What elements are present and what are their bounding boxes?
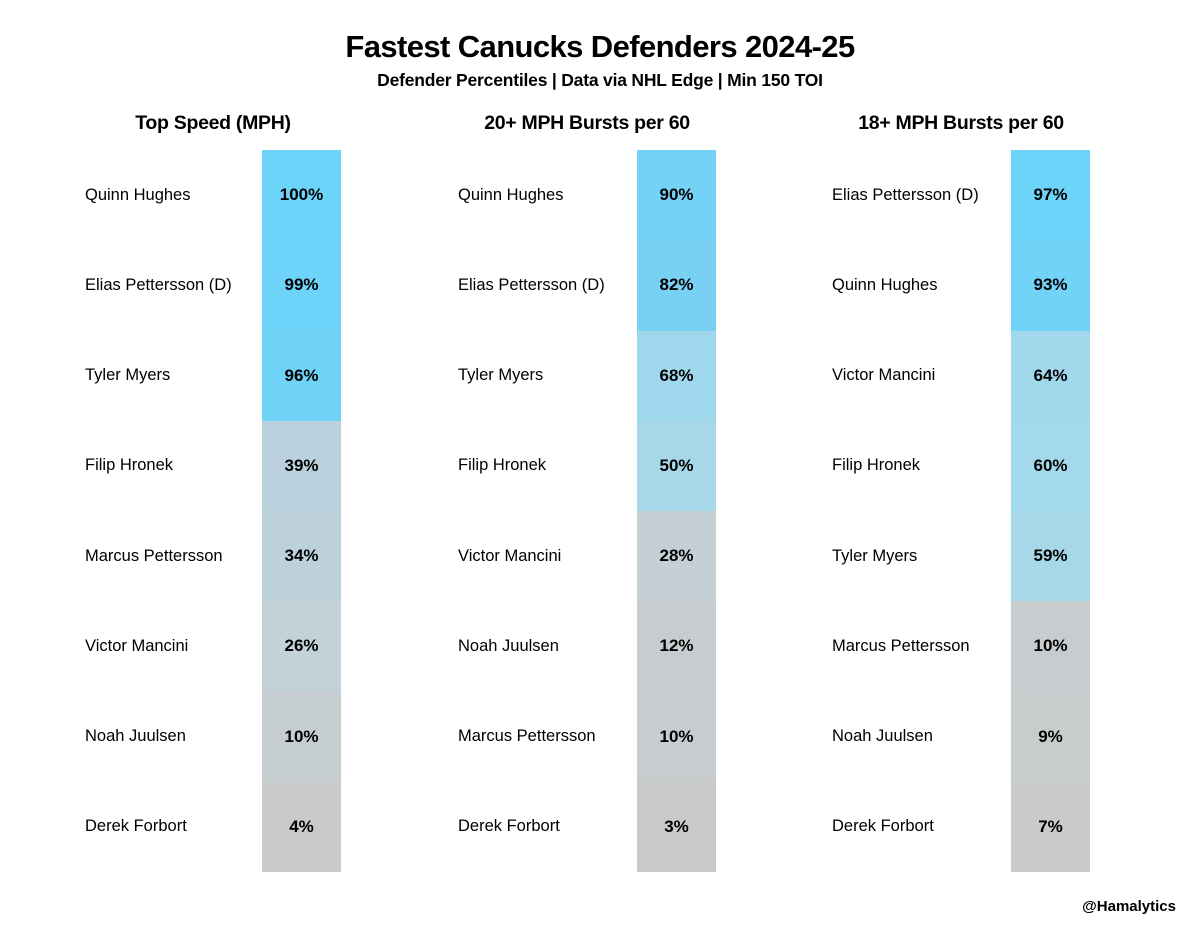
percentile-cell: 4% (262, 781, 341, 872)
player-name: Marcus Pettersson (85, 546, 223, 565)
percentile-cell: 39% (262, 420, 341, 511)
percentile-cell: 3% (637, 781, 716, 872)
percentile-cell: 93% (1011, 240, 1090, 331)
player-name: Marcus Pettersson (832, 636, 970, 655)
table-row: Marcus Pettersson 10% (458, 691, 716, 782)
player-name: Victor Mancini (832, 366, 936, 385)
percentile-cell: 68% (637, 330, 716, 421)
player-name: Derek Forbort (458, 817, 560, 836)
player-name: Victor Mancini (85, 636, 189, 655)
column-title: Top Speed (MPH) (135, 112, 291, 134)
table-row: Marcus Pettersson 10% (832, 601, 1090, 692)
percentile-cell: 9% (1011, 691, 1090, 782)
table-row: Victor Mancini 64% (832, 330, 1090, 421)
player-name: Victor Mancini (458, 546, 562, 565)
table-row: Quinn Hughes 100% (85, 150, 341, 241)
page-title: Fastest Canucks Defenders 2024-25 (345, 29, 855, 64)
table-row: Filip Hronek 39% (85, 420, 341, 511)
percentile-cell: 50% (637, 420, 716, 511)
percentile-cell: 12% (637, 601, 716, 692)
percentile-cell: 100% (262, 150, 341, 241)
table-row: Derek Forbort 7% (832, 781, 1090, 872)
table-row: Elias Pettersson (D) 82% (458, 240, 716, 331)
table-row: Filip Hronek 50% (458, 420, 716, 511)
player-name: Quinn Hughes (458, 185, 564, 204)
table-row: Noah Juulsen 10% (85, 691, 341, 782)
table-row: Filip Hronek 60% (832, 420, 1090, 511)
percentile-cell: 90% (637, 150, 716, 241)
column-18mph-bursts: 18+ MPH Bursts per 60 Elias Pettersson (… (832, 112, 1090, 872)
player-name: Elias Pettersson (D) (832, 185, 979, 204)
percentile-cell: 99% (262, 240, 341, 331)
percentile-cell: 26% (262, 601, 341, 692)
player-name: Noah Juulsen (832, 727, 933, 746)
player-name: Filip Hronek (458, 456, 547, 475)
table-row: Victor Mancini 28% (458, 511, 716, 602)
percentile-cell: 10% (262, 691, 341, 782)
player-name: Noah Juulsen (85, 727, 186, 746)
percentile-cell: 28% (637, 511, 716, 602)
player-name: Derek Forbort (832, 817, 934, 836)
percentile-cell: 60% (1011, 420, 1090, 511)
column-title: 18+ MPH Bursts per 60 (858, 112, 1064, 134)
player-name: Noah Juulsen (458, 636, 559, 655)
table-row: Marcus Pettersson 34% (85, 511, 341, 602)
percentile-cell: 64% (1011, 330, 1090, 421)
page-subtitle: Defender Percentiles | Data via NHL Edge… (377, 70, 823, 90)
percentile-cell: 59% (1011, 511, 1090, 602)
percentile-cell: 34% (262, 511, 341, 602)
player-name: Quinn Hughes (832, 275, 938, 294)
table-row: Elias Pettersson (D) 97% (832, 150, 1090, 241)
player-name: Tyler Myers (832, 546, 918, 565)
table-row: Tyler Myers 68% (458, 330, 716, 421)
percentile-cell: 10% (1011, 601, 1090, 692)
player-name: Filip Hronek (832, 456, 921, 475)
percentile-cell: 96% (262, 330, 341, 421)
percentile-cell: 10% (637, 691, 716, 782)
table-row: Tyler Myers 96% (85, 330, 341, 421)
player-name: Elias Pettersson (D) (458, 275, 605, 294)
player-name: Elias Pettersson (D) (85, 275, 232, 294)
column-rows: Elias Pettersson (D) 97% Quinn Hughes 93% Vi… (832, 150, 1090, 872)
table-row: Derek Forbort 4% (85, 781, 341, 872)
table-row: Tyler Myers 59% (832, 511, 1090, 602)
player-name: Marcus Pettersson (458, 727, 596, 746)
column-title: 20+ MPH Bursts per 60 (484, 112, 690, 134)
player-name: Tyler Myers (458, 366, 544, 385)
column-rows: Quinn Hughes 100% Elias Pettersson (D) 99% T… (85, 150, 341, 872)
table-row: Quinn Hughes 93% (832, 240, 1090, 331)
table-row: Quinn Hughes 90% (458, 150, 716, 241)
column-rows: Quinn Hughes 90% Elias Pettersson (D) 82% Ty… (458, 150, 716, 872)
column-20mph-bursts: 20+ MPH Bursts per 60 Quinn Hughes 90% Eli… (458, 112, 716, 872)
table-row: Noah Juulsen 12% (458, 601, 716, 692)
percentile-cell: 97% (1011, 150, 1090, 241)
percentile-cell: 7% (1011, 781, 1090, 872)
table-row: Derek Forbort 3% (458, 781, 716, 872)
player-name: Derek Forbort (85, 817, 187, 836)
table-row: Elias Pettersson (D) 99% (85, 240, 341, 331)
player-name: Tyler Myers (85, 366, 171, 385)
player-name: Quinn Hughes (85, 185, 191, 204)
column-top-speed: Top Speed (MPH) Quinn Hughes 100% Elias Pe… (85, 112, 341, 872)
table-row: Victor Mancini 26% (85, 601, 341, 692)
table-row: Noah Juulsen 9% (832, 691, 1090, 782)
player-name: Filip Hronek (85, 456, 174, 475)
percentile-cell: 82% (637, 240, 716, 331)
author-watermark: @Hamalytics (1082, 898, 1176, 915)
